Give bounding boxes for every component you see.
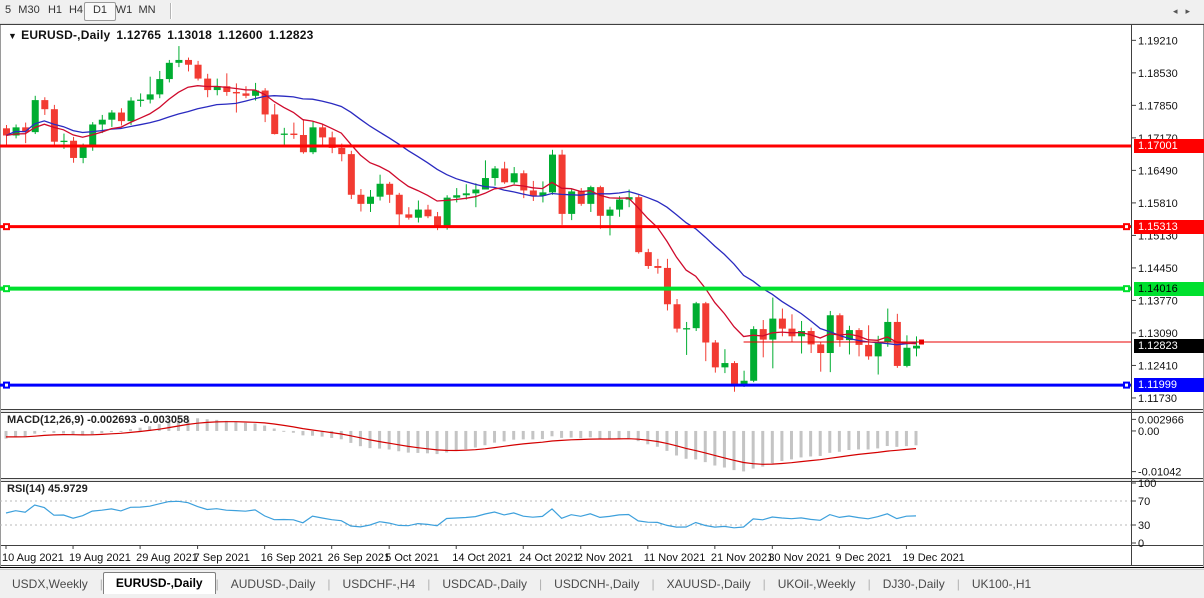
symbol-dropdown-icon[interactable]: ▼ <box>8 31 18 41</box>
price-axis-tick: 1.13770 <box>1138 295 1178 307</box>
tab-divider: | <box>762 577 766 591</box>
tab-divider: | <box>215 577 219 591</box>
date-axis-label: 21 Nov 2021 <box>711 552 773 564</box>
tab-scroll-right-icon[interactable]: ▸ <box>1185 6 1198 16</box>
price-axis-tick: 1.16490 <box>1138 165 1178 177</box>
ohlc-low: 1.12600 <box>217 28 263 42</box>
timeframe-button-5[interactable]: 5 <box>4 4 12 16</box>
chart-tab-usdx-weekly[interactable]: USDX,Weekly <box>12 577 88 591</box>
chart-canvas[interactable]: 1.192101.185301.178501.171701.164901.158… <box>0 24 1204 568</box>
price-axis-tick: 1.19210 <box>1138 35 1178 47</box>
tab-divider: | <box>651 577 655 591</box>
tab-divider: | <box>539 577 543 591</box>
chart-tab-usdcnh-daily[interactable]: USDCNH-,Daily <box>554 577 640 591</box>
ohlc-close: 1.12823 <box>268 28 314 42</box>
level-price-badge: 1.17001 <box>1134 138 1204 153</box>
rsi-indicator-label: RSI(14) 45.9729 <box>7 483 88 495</box>
level-price-badge: 1.15313 <box>1134 219 1204 234</box>
date-axis-label: 2 Nov 2021 <box>577 552 633 564</box>
chart-tab-uk100-h1[interactable]: UK100-,H1 <box>971 577 1032 591</box>
price-axis-tick: 1.12410 <box>1138 360 1178 372</box>
chart-tab-usdcad-daily[interactable]: USDCAD-,Daily <box>442 577 528 591</box>
ohlc-open: 1.12765 <box>116 28 162 42</box>
chart-tab-audusd-daily[interactable]: AUDUSD-,Daily <box>230 577 316 591</box>
chart-tab-eurusd-daily[interactable]: EURUSD-,Daily <box>102 572 216 594</box>
rsi-axis-tick: 100 <box>1138 478 1156 490</box>
rsi-axis-tick: 0 <box>1138 538 1144 550</box>
symbol-label: EURUSD-,Daily <box>21 28 111 42</box>
tab-divider: | <box>956 577 960 591</box>
macd-histogram <box>4 418 918 472</box>
date-axis-label: 19 Dec 2021 <box>902 552 964 564</box>
chart-tab-ukoil-weekly[interactable]: UKOil-,Weekly <box>777 577 856 591</box>
timeframe-button-mn[interactable]: MN <box>138 4 156 16</box>
rsi-line <box>5 500 917 529</box>
last-price-badge: 1.12823 <box>1134 338 1204 353</box>
date-axis-label: 5 Oct 2021 <box>385 552 439 564</box>
candles-layer <box>3 46 921 392</box>
macd-signal-line <box>6 421 917 465</box>
panel-splitter[interactable] <box>0 478 1204 481</box>
toolbar-separator <box>170 3 171 19</box>
rsi-axis-tick: 30 <box>1138 520 1150 532</box>
level-price-badge: 1.11999 <box>1134 378 1204 393</box>
date-axis-label: 11 Nov 2021 <box>644 552 706 564</box>
macd-axis-tick: -0.01042 <box>1138 467 1181 479</box>
timeframe-button-w1[interactable]: W1 <box>115 4 133 16</box>
level-price-badge: 1.14016 <box>1134 281 1204 296</box>
price-axis-tick: 1.15810 <box>1138 198 1178 210</box>
macd-indicator-label: MACD(12,26,9) -0.002693 -0.003058 <box>7 414 190 426</box>
price-axis-tick: 1.13090 <box>1138 328 1178 340</box>
tab-scroll-left-icon[interactable]: ◂ <box>1172 6 1186 16</box>
date-axis-label: 19 Aug 2021 <box>69 552 131 564</box>
date-axis-label: 10 Aug 2021 <box>2 552 64 564</box>
tab-divider: | <box>427 577 431 591</box>
timeframe-button-h1[interactable]: H1 <box>47 4 63 16</box>
tab-divider: | <box>99 577 103 591</box>
chart-tab-xauusd-daily[interactable]: XAUUSD-,Daily <box>666 577 751 591</box>
tab-scroll-arrows: ◂▸ <box>1173 6 1198 17</box>
timeframe-button-d1[interactable]: D1 <box>84 2 116 21</box>
price-axis-tick: 1.11730 <box>1138 393 1177 405</box>
date-axis-label: 14 Oct 2021 <box>452 552 512 564</box>
date-axis-label: 26 Sep 2021 <box>328 552 390 564</box>
macd-axis-tick: 0.002966 <box>1138 414 1184 426</box>
ohlc-high: 1.13018 <box>167 28 212 42</box>
chart-tab-bar: USDX,Weekly | EURUSD-,Daily | AUDUSD-,Daily |… <box>0 569 1204 594</box>
timeframe-button-m30[interactable]: M30 <box>18 4 40 16</box>
price-axis-tick: 1.17850 <box>1138 100 1178 112</box>
date-axis-label: 9 Dec 2021 <box>835 552 891 564</box>
date-axis-label: 7 Sep 2021 <box>194 552 250 564</box>
fast-ma-line <box>5 85 917 345</box>
tab-divider: | <box>327 577 331 591</box>
date-axis-label: 24 Oct 2021 <box>519 552 579 564</box>
date-axis-label: 29 Aug 2021 <box>136 552 198 564</box>
rsi-axis-tick: 70 <box>1138 496 1150 508</box>
tab-divider: | <box>867 577 871 591</box>
chart-tab-dj30-daily[interactable]: DJ30-,Daily <box>882 577 945 591</box>
timeframe-toolbar: 5 M30 H1 H4 D1 W1 MN <box>0 0 1204 24</box>
date-axis-label: 30 Nov 2021 <box>768 552 830 564</box>
timeframe-button-h4[interactable]: H4 <box>68 4 84 16</box>
chart-title: ▼ EURUSD-,Daily 1.12765 1.13018 1.12600 1.128… <box>8 28 314 42</box>
macd-axis-tick: 0.00 <box>1138 426 1159 438</box>
price-axis-tick: 1.18530 <box>1138 68 1178 80</box>
price-axis-tick: 1.14450 <box>1138 263 1178 275</box>
chart-tab-usdchf-h4[interactable]: USDCHF-,H4 <box>342 577 416 591</box>
date-axis-label: 16 Sep 2021 <box>261 552 323 564</box>
panel-splitter[interactable] <box>0 409 1204 412</box>
chart-frame[interactable]: 1.192101.185301.178501.171701.164901.158… <box>0 24 1204 568</box>
